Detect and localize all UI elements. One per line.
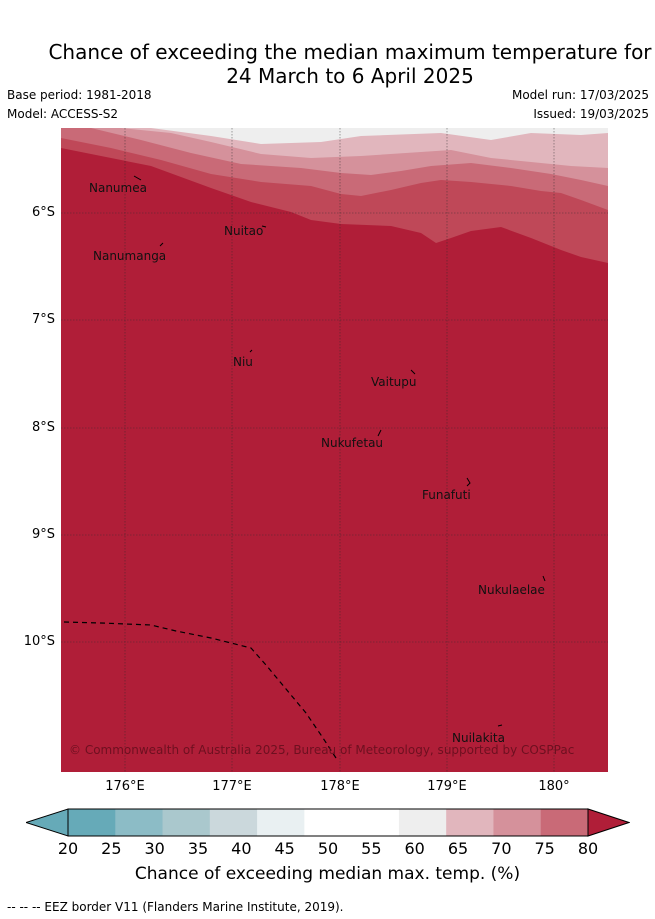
colorbar-segment (398, 809, 447, 836)
colorbar-tick-label: 30 (144, 839, 165, 858)
eez-footnote: -- -- -- EEZ border V11 (Flanders Marine… (7, 900, 344, 914)
colorbar-frame (67, 808, 589, 837)
model-name: Model: ACCESS-S2 (7, 107, 119, 121)
colorbar-segment (115, 809, 164, 836)
colorbar-segment (304, 809, 353, 836)
island-nukufetau: Nukufetau (321, 436, 384, 450)
chart-title: Chance of exceeding the median maximum t… (0, 40, 655, 88)
probability-map (61, 128, 608, 772)
island-shape-vaitupu (410, 369, 416, 375)
colorbar-segment (351, 809, 400, 836)
lon-label-180: 180° (538, 779, 570, 794)
colorbar-tick-label: 50 (317, 839, 339, 858)
lat-label-7s: 7°S (31, 312, 55, 327)
island-nuitao: Nuitao (224, 224, 264, 238)
island-shape-nukulaelae (542, 575, 546, 582)
colorbar-segments (26, 808, 630, 837)
colorbar-segment (257, 809, 305, 836)
graticule (61, 128, 608, 772)
eez-border (63, 621, 337, 759)
colorbar-label: Chance of exceeding median max. temp. (%… (134, 864, 521, 884)
colorbar-tick-label: 55 (361, 839, 382, 858)
island-funafuti: Funafuti (422, 488, 471, 502)
colorbar (26, 808, 630, 837)
title-line-1: Chance of exceeding the median maximum t… (48, 40, 652, 64)
colorbar-tick-label: 40 (231, 839, 252, 858)
colorbar-segment (540, 809, 589, 836)
colorbar-extend-low (26, 808, 69, 837)
island-nanumanga: Nanumanga (93, 249, 167, 263)
colorbar-segment (68, 809, 116, 836)
island-shape-funafuti (466, 477, 471, 487)
colorbar-segment (493, 809, 542, 836)
lat-label-8s: 8°S (31, 420, 55, 435)
copyright-notice: © Commonwealth of Australia 2025, Bureau… (69, 743, 575, 757)
band-80 (61, 148, 608, 772)
colorbar-tick-label: 65 (447, 839, 469, 858)
lat-label-6s: 6°S (31, 205, 55, 220)
colorbar-tick-label: 45 (274, 839, 295, 858)
lon-label-176e: 176°E (105, 779, 145, 794)
colorbar-tick-label: 80 (577, 839, 599, 858)
island-shape-nanumea (133, 175, 142, 181)
island-niu: Niu (233, 355, 253, 369)
island-shape-niu (249, 349, 253, 353)
colorbar-tick-label: 75 (534, 839, 555, 858)
island-nukulaelae: Nukulaelae (478, 583, 545, 597)
island-shape-nuitao (261, 225, 267, 228)
island-vaitupu: Vaitupu (371, 375, 417, 389)
island-shapes (133, 175, 546, 727)
base-period: Base period: 1981-2018 (7, 88, 152, 102)
island-shape-nukufetau (377, 429, 382, 437)
map-canvas (61, 128, 608, 772)
title-line-2: 24 March to 6 April 2025 (226, 64, 474, 88)
lon-label-178e: 178°E (320, 779, 360, 794)
model-run: Model run: 17/03/2025 (511, 88, 649, 102)
colorbar-tick-label: 35 (187, 839, 209, 858)
island-shape-nuilakita (497, 724, 503, 727)
colorbar-tick-label: 20 (57, 839, 79, 858)
colorbar-extend-high (587, 808, 630, 837)
lon-label-177e: 177°E (212, 779, 252, 794)
island-shape-nanumanga (159, 242, 164, 247)
colorbar-tick-label: 60 (404, 839, 425, 858)
colorbar-segment (209, 809, 258, 836)
island-nanumea: Nanumea (89, 181, 147, 195)
lon-label-179e: 179°E (427, 779, 467, 794)
colorbar-tick-label: 25 (101, 839, 122, 858)
colorbar-segment (446, 809, 494, 836)
colorbar-tick-label: 70 (491, 839, 512, 858)
colorbar-segment (162, 809, 211, 836)
island-nuilakita: Nuilakita (452, 731, 505, 745)
issued-date: Issued: 19/03/2025 (533, 107, 649, 121)
lat-label-9s: 9°S (31, 527, 55, 542)
lat-label-10s: 10°S (23, 634, 55, 649)
